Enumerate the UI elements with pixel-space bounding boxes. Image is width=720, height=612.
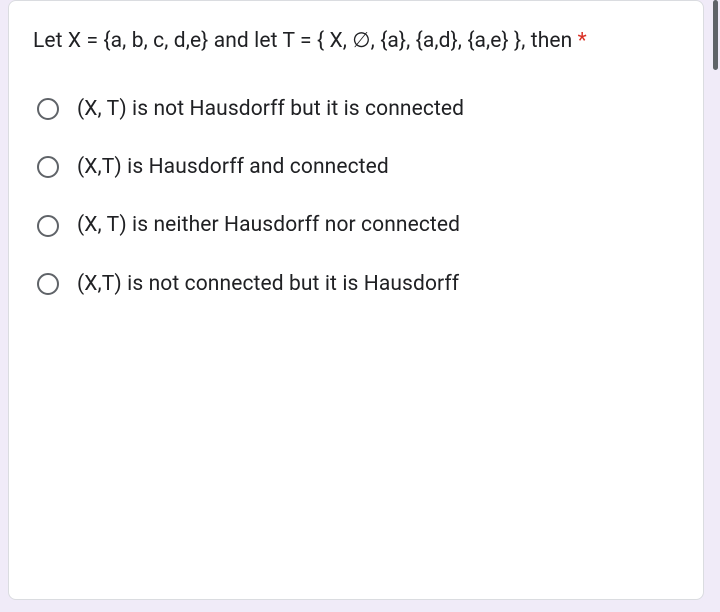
question-text: Let X = {a, b, c, d,e} and let T = { X, … <box>33 25 679 58</box>
required-asterisk: * <box>578 29 587 53</box>
option-label: (X, T) is neither Hausdorff nor connecte… <box>77 210 460 240</box>
radio-option[interactable]: (X, T) is not Hausdorff but it is connec… <box>37 94 679 124</box>
scrollbar-thumb[interactable] <box>713 0 718 70</box>
option-label: (X,T) is Hausdorff and connected <box>77 152 389 182</box>
option-label: (X,T) is not connected but it is Hausdor… <box>77 269 459 299</box>
radio-circle-icon <box>37 215 59 237</box>
question-body: Let X = {a, b, c, d,e} and let T = { X, … <box>33 29 572 53</box>
option-label: (X, T) is not Hausdorff but it is connec… <box>77 94 464 124</box>
radio-option[interactable]: (X,T) is Hausdorff and connected <box>37 152 679 182</box>
radio-circle-icon <box>37 156 59 178</box>
options-group: (X, T) is not Hausdorff but it is connec… <box>33 94 679 300</box>
question-card: Let X = {a, b, c, d,e} and let T = { X, … <box>8 0 704 600</box>
radio-option[interactable]: (X,T) is not connected but it is Hausdor… <box>37 269 679 299</box>
radio-circle-icon <box>37 98 59 120</box>
radio-option[interactable]: (X, T) is neither Hausdorff nor connecte… <box>37 210 679 240</box>
radio-circle-icon <box>37 273 59 295</box>
